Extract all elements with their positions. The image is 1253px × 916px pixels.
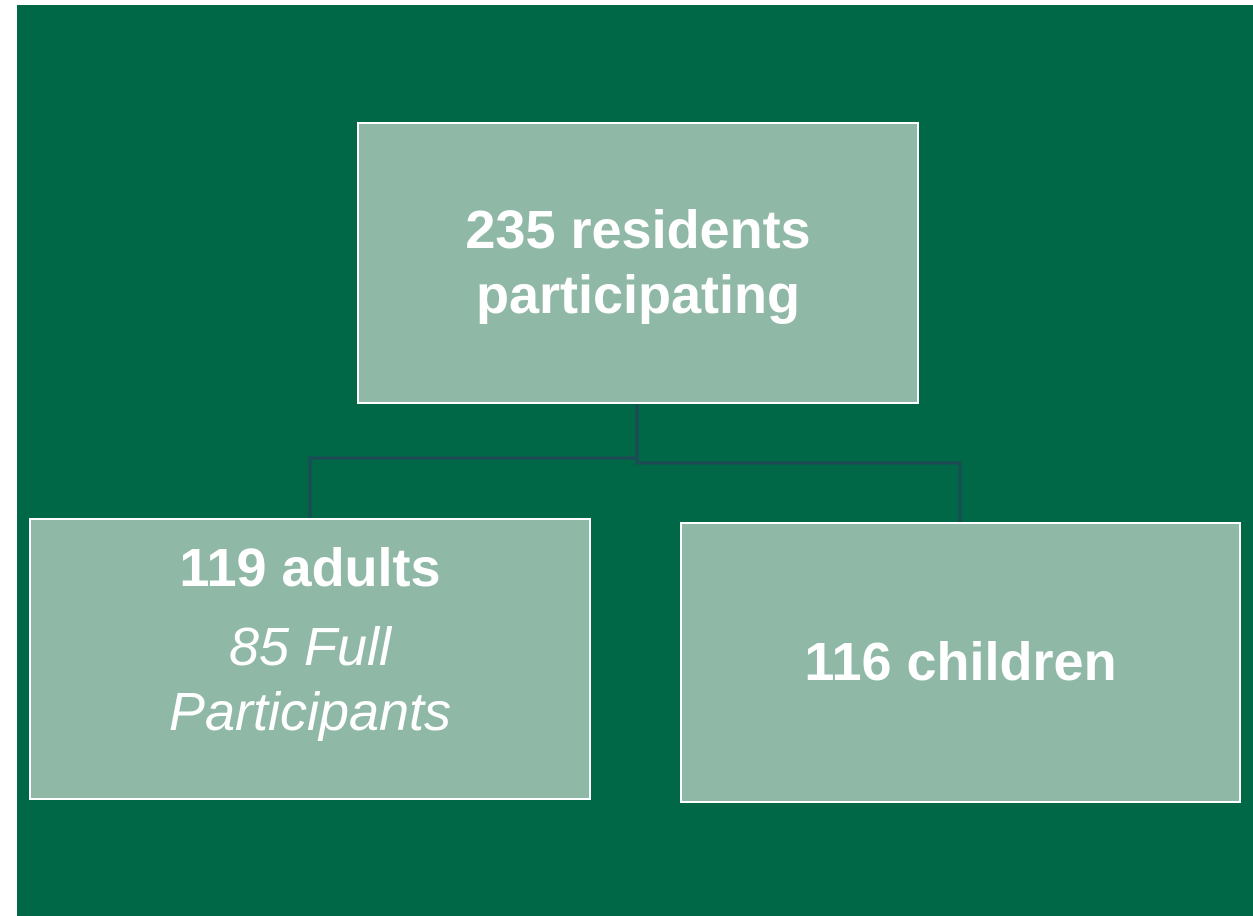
- node-label: 235 residents participating: [465, 200, 811, 325]
- root-node: 235 residents participating: [357, 122, 919, 404]
- node-label: 119 adults: [179, 538, 441, 598]
- adults-node: 119 adults 85 Full Participants: [29, 518, 591, 800]
- connector: [635, 403, 962, 522]
- connector: [308, 403, 639, 518]
- children-node: 116 children: [680, 522, 1241, 803]
- node-sublabel: 85 Full Participants: [168, 616, 452, 742]
- node-label: 116 children: [804, 632, 1117, 692]
